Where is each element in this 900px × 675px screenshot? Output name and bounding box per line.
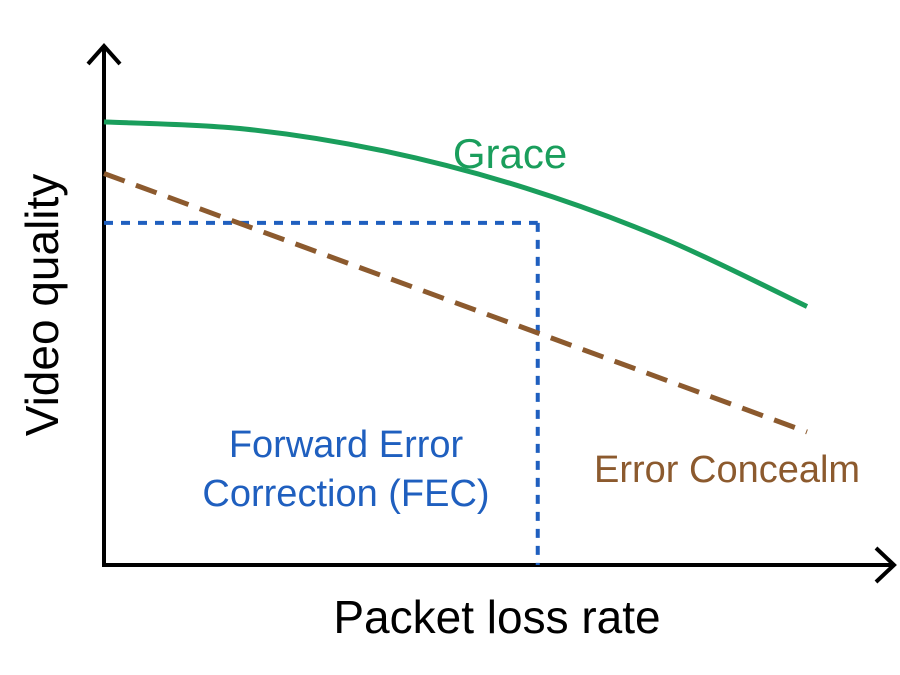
y-axis-label: Video quality [16,174,68,437]
x-axis-arrow [874,546,897,584]
series-line-error-concealm [103,171,808,435]
series-label-error-concealm: Error Concealm [594,449,860,491]
x-axis-label: Packet loss rate [333,591,660,643]
series-line-grace [103,119,809,309]
annotation-fec-line-2: Correction (FEC) [202,473,489,515]
chart-marks [103,119,809,565]
y-axis-arrow [86,42,122,66]
annotation-fec-line-1: Forward Error [229,424,464,466]
axes [86,42,897,584]
series-label-grace: Grace [453,130,567,177]
chart-labels: Packet loss rate Video quality Grace Err… [16,130,860,643]
